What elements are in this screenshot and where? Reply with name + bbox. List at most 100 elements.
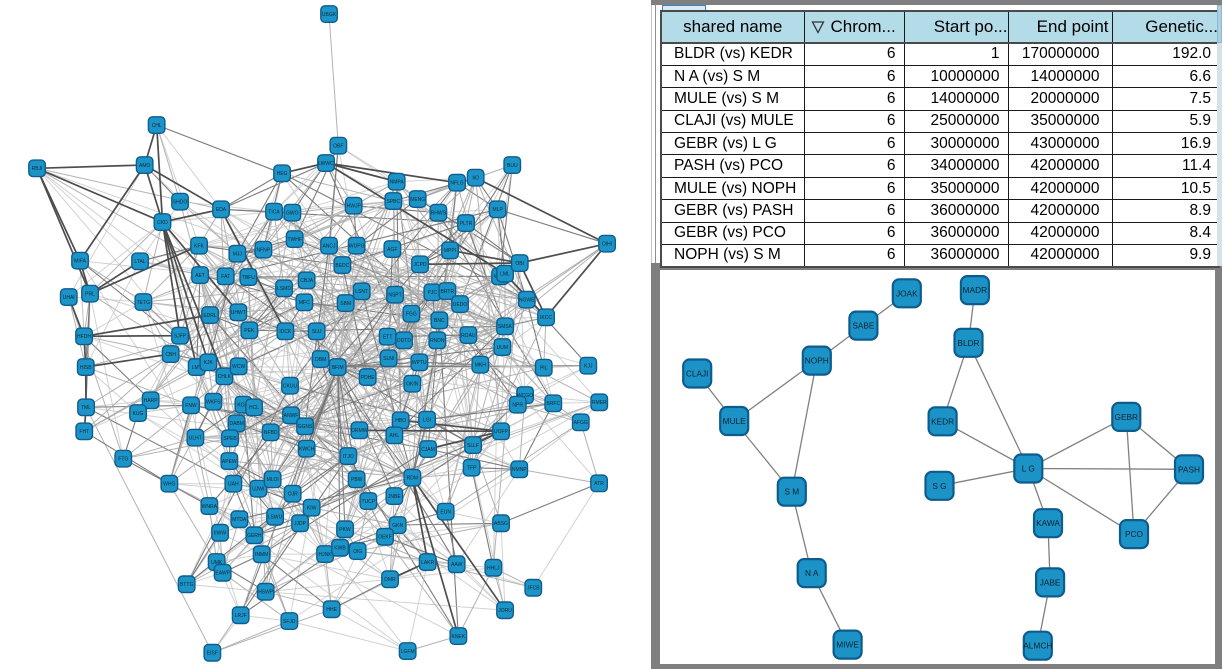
svg-text:BNC: BNC xyxy=(434,318,445,324)
svg-text:FGG: FGG xyxy=(406,312,417,318)
svg-text:LSWU: LSWU xyxy=(268,515,283,521)
svg-text:TUCP: TUCP xyxy=(361,499,375,505)
svg-text:HEG: HEG xyxy=(277,171,288,177)
svg-text:WCGO: WCGO xyxy=(517,393,533,399)
svg-text:JJDP: JJDP xyxy=(294,521,307,527)
svg-text:EAWP: EAWP xyxy=(215,571,230,577)
svg-text:GKN: GKN xyxy=(392,523,403,529)
svg-text:GEBR: GEBR xyxy=(1115,412,1139,422)
svg-text:NSPT: NSPT xyxy=(388,293,401,299)
svg-text:WNRA: WNRA xyxy=(202,504,218,510)
svg-text:SFJD: SFJD xyxy=(283,619,296,625)
svg-text:WPTU: WPTU xyxy=(412,360,427,366)
svg-text:RNDN: RNDN xyxy=(430,338,445,344)
svg-text:UMK: UMK xyxy=(211,560,223,566)
svg-text:CJAM: CJAM xyxy=(421,447,435,453)
svg-text:NPR: NPR xyxy=(512,403,523,409)
svg-text:KEDR: KEDR xyxy=(931,416,954,426)
svg-text:RMER: RMER xyxy=(592,400,607,406)
svg-text:INMM: INMM xyxy=(255,552,268,558)
svg-text:KNEK: KNEK xyxy=(451,634,465,640)
svg-text:KFK: KFK xyxy=(194,244,204,250)
svg-text:CLAJI: CLAJI xyxy=(686,369,709,379)
svg-text:MENG: MENG xyxy=(410,197,425,203)
svg-text:MFC: MFC xyxy=(299,300,310,306)
svg-text:TWHF: TWHF xyxy=(287,237,301,243)
svg-text:TICA: TICA xyxy=(268,210,280,216)
svg-text:FTG: FTG xyxy=(118,457,128,463)
svg-text:MADR: MADR xyxy=(963,285,987,295)
svg-text:NGWE: NGWE xyxy=(519,298,535,304)
svg-text:KUG: KUG xyxy=(133,411,144,417)
svg-text:UHAI: UHAI xyxy=(63,295,75,301)
svg-text:KJJ: KJJ xyxy=(584,364,593,370)
svg-text:MPPI: MPPI xyxy=(444,248,456,254)
svg-text:AMO: AMO xyxy=(139,163,151,169)
svg-text:N A: N A xyxy=(805,568,819,578)
svg-text:LTAL: LTAL xyxy=(134,259,145,265)
svg-text:OBI: OBI xyxy=(515,261,524,267)
svg-text:OEKF: OEKF xyxy=(378,535,392,541)
svg-text:DBM: DBM xyxy=(315,357,326,363)
svg-text:NFLG: NFLG xyxy=(450,181,463,187)
svg-text:ABSG: ABSG xyxy=(494,521,508,527)
svg-text:SJFP: SJFP xyxy=(174,334,187,340)
svg-text:SBM: SBM xyxy=(340,301,351,307)
svg-text:OBF: OBF xyxy=(333,144,343,150)
svg-text:FNW: FNW xyxy=(185,403,197,409)
svg-text:LRJF: LRJF xyxy=(235,613,247,619)
svg-text:LMT: LMT xyxy=(192,365,202,371)
svg-text:EDA: EDA xyxy=(216,207,227,213)
svg-text:AAW: AAW xyxy=(451,562,462,568)
svg-text:BTTG: BTTG xyxy=(180,582,193,588)
svg-text:DMR: DMR xyxy=(384,577,396,583)
svg-text:SPEB: SPEB xyxy=(223,436,237,442)
svg-text:LWWC: LWWC xyxy=(318,161,334,167)
svg-text:APEW: APEW xyxy=(222,459,237,465)
svg-text:ANWF: ANWF xyxy=(284,413,299,419)
svg-text:HJNK: HJNK xyxy=(318,552,332,558)
svg-text:S M: S M xyxy=(784,487,799,497)
svg-text:RDM: RDM xyxy=(407,476,418,482)
svg-text:EUN: EUN xyxy=(440,510,451,516)
svg-text:MJJ: MJJ xyxy=(233,252,243,258)
svg-text:CBJA: CBJA xyxy=(300,278,313,284)
svg-text:JNBE: JNBE xyxy=(388,494,401,500)
svg-text:SLLF: SLLF xyxy=(467,443,479,449)
svg-text:PKW: PKW xyxy=(339,527,351,533)
svg-text:OKIN: OKIN xyxy=(406,382,419,388)
svg-text:KIW: KIW xyxy=(307,506,317,512)
svg-text:MLOI: MLOI xyxy=(267,477,279,483)
svg-text:JCPD: JCPD xyxy=(413,262,426,268)
svg-text:RHWS: RHWS xyxy=(431,211,447,217)
svg-text:AHL: AHL xyxy=(389,433,399,439)
svg-text:PBW: PBW xyxy=(351,477,363,483)
svg-text:FHT: FHT xyxy=(79,429,89,435)
svg-text:OIHI: OIHI xyxy=(602,242,612,248)
svg-text:TBFU: TBFU xyxy=(242,275,255,281)
svg-text:ULHT: ULHT xyxy=(189,436,202,442)
svg-text:HWJP: HWJP xyxy=(347,204,362,210)
svg-text:LSNT: LSNT xyxy=(355,289,368,295)
svg-text:SIJJ: SIJJ xyxy=(312,329,322,335)
svg-text:UHWT: UHWT xyxy=(231,310,246,316)
svg-text:OIG: OIG xyxy=(353,549,362,555)
svg-text:HHE: HHE xyxy=(326,607,337,613)
svg-text:JOAK: JOAK xyxy=(896,288,918,298)
svg-text:SPBC: SPBC xyxy=(386,199,400,205)
svg-text:CKUU: CKUU xyxy=(283,384,298,390)
svg-text:AFGG: AFGG xyxy=(574,420,588,426)
svg-text:PDHE: PDHE xyxy=(361,375,376,381)
svg-text:AGF: AGF xyxy=(387,247,397,253)
svg-text:HCL: HCL xyxy=(249,405,259,411)
svg-text:SHDO: SHDO xyxy=(173,200,188,206)
svg-text:PASH: PASH xyxy=(1178,464,1200,474)
svg-text:FAT: FAT xyxy=(221,274,230,280)
svg-text:HARP: HARP xyxy=(144,398,159,404)
svg-text:ATR: ATR xyxy=(594,481,604,487)
svg-text:LGI: LGI xyxy=(423,418,431,424)
svg-text:PIL: PIL xyxy=(540,366,548,372)
svg-text:EDRL: EDRL xyxy=(203,313,217,319)
svg-text:HHLJ: HHLJ xyxy=(487,566,500,572)
svg-text:NFBD: NFBD xyxy=(264,430,278,436)
